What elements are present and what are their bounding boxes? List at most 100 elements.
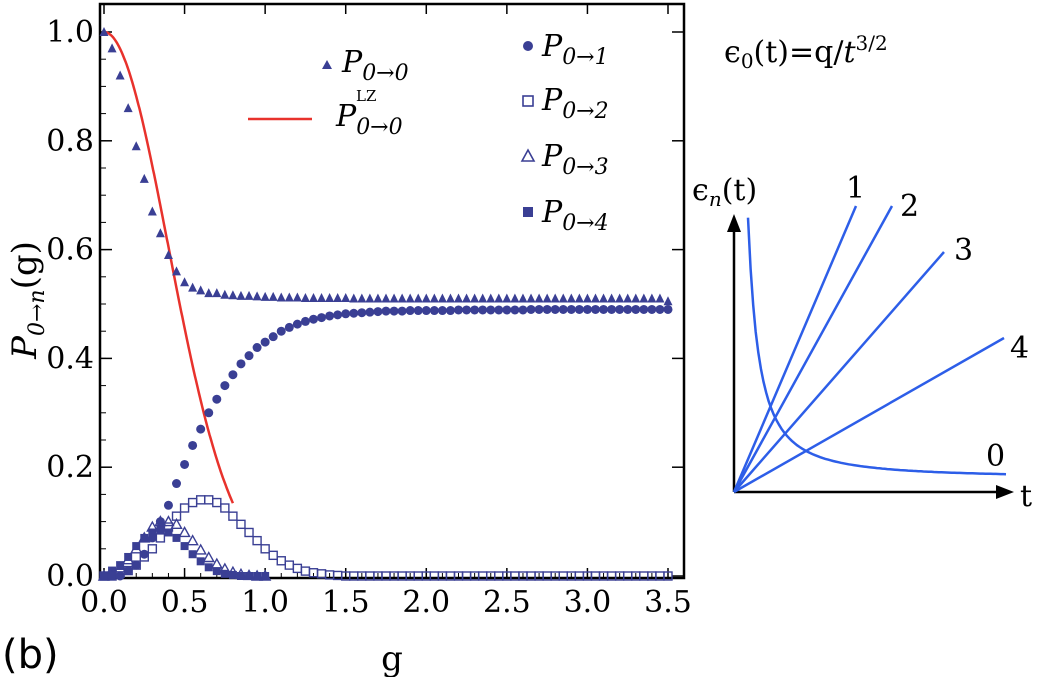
point-p00 [365,293,375,303]
point-p00 [341,293,351,303]
y-axis-label-tail: (g) [5,241,45,289]
point-p02 [663,571,673,581]
y-tick-label: 0.8 [46,124,94,159]
legend-label-p00: P0→0 [341,45,409,86]
point-p03 [202,551,215,563]
point-p01 [139,549,149,559]
point-p01 [107,571,117,581]
point-p00 [655,293,665,303]
point-p03 [210,557,223,569]
point-p00 [252,291,262,301]
point-p01 [470,305,480,315]
point-p00 [107,43,117,53]
y-tick-label: 0.4 [46,341,94,376]
y-tick-label: 1.0 [46,15,94,50]
panel-tag: (b) [2,632,59,677]
point-p00 [236,290,246,300]
point-p02 [179,503,190,513]
point-p03 [234,567,248,580]
point-p00 [631,293,641,303]
point-p01 [462,305,472,315]
point-p01 [518,305,528,315]
x-axis-ticks: 0.0 0.5 1.0 1.5 2.0 2.5 3.0 3.5 [80,4,692,620]
point-p04 [116,561,125,570]
point-p02 [187,497,198,508]
inset-line-3 [733,251,945,493]
point-p04 [156,525,165,534]
point-p01 [445,306,455,316]
point-p00 [607,293,617,303]
lz-curve [104,30,235,504]
point-p00 [542,293,552,303]
point-p00 [486,293,496,303]
point-p01 [325,311,335,321]
point-p00 [526,293,536,303]
point-p00 [220,289,230,299]
point-p01 [244,351,254,361]
point-p02 [292,563,303,574]
point-p04 [180,542,189,551]
point-p03 [178,526,191,538]
point-p00 [502,293,512,303]
point-p00 [550,293,560,303]
point-p01 [623,304,633,314]
point-p04 [261,572,270,580]
point-p00 [623,293,633,303]
point-p01 [429,306,439,316]
point-p01 [542,304,552,314]
point-p00 [172,266,182,276]
inset-line-label-4: 4 [1010,331,1029,366]
legend-label-p04: P0→4 [541,195,609,236]
point-p01 [389,306,399,316]
point-p00 [615,293,625,303]
point-p01 [268,332,278,342]
point-p00 [470,293,480,303]
point-p00 [196,285,206,295]
x-tick-label: 3.0 [564,585,612,620]
point-p00 [123,103,133,113]
y-tick-label: 0.0 [46,559,94,594]
point-p04 [196,557,205,566]
point-p01 [590,304,600,314]
y-axis-label-sub: 0→n [25,289,50,336]
point-p02 [228,511,238,521]
point-p04 [188,550,197,559]
point-p01 [365,307,375,317]
point-p04 [124,552,133,561]
point-p02 [163,522,174,532]
x-tick-label: 1.5 [322,585,370,620]
point-p03 [138,531,151,543]
point-p01 [381,306,391,316]
point-p01 [663,304,673,314]
inset-line-4 [733,336,1005,494]
point-p01 [574,304,584,314]
point-p02 [300,566,311,576]
point-p00 [437,293,447,303]
point-p00 [373,293,383,303]
point-p01 [123,566,133,576]
point-p01 [631,304,641,314]
point-p03 [162,515,175,527]
point-p00 [260,291,270,301]
point-p01 [196,424,206,434]
point-p00 [284,292,294,302]
point-p02 [260,544,270,554]
inset-lines [732,205,1007,494]
point-p00 [212,288,222,298]
point-p01 [284,322,294,332]
point-p04 [228,570,237,579]
inset-y-label: ϵn(t) [692,173,757,211]
point-p00 [462,293,472,303]
inset-line-label-2: 2 [900,189,919,224]
point-p03 [186,534,199,546]
legend-right: P0→1 P0→2 P0→3 P0→4 [520,29,609,236]
point-p04 [108,566,117,575]
inset-line-label-0: 0 [986,439,1005,474]
y-tick-label: 0.2 [46,450,94,485]
point-p01 [341,309,351,319]
point-p04 [140,533,149,542]
point-p01 [349,308,359,318]
legend-label-p01: P0→1 [541,29,609,70]
point-p01 [260,337,270,347]
point-p01 [220,381,230,391]
